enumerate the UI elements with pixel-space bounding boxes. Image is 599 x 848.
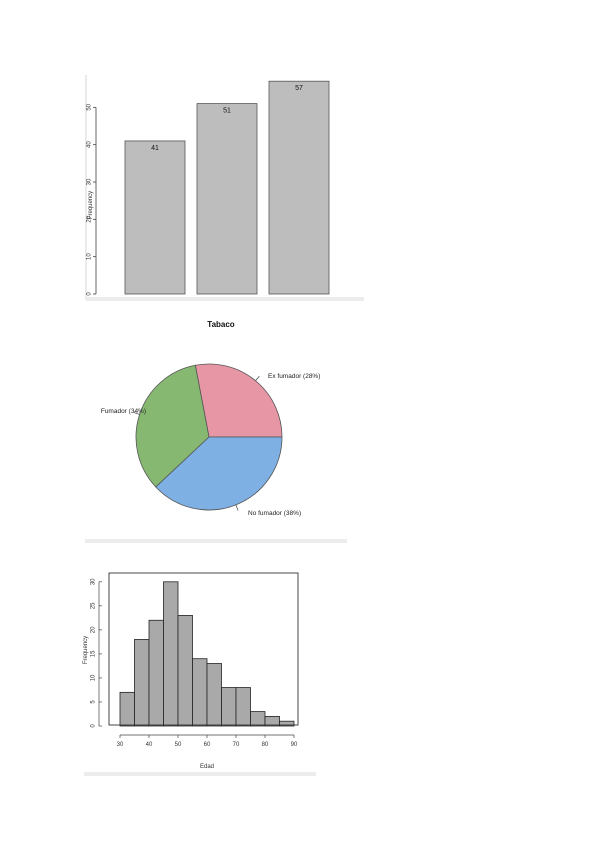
histogram-bar (177, 615, 193, 727)
y-tick-label: 10 (87, 253, 93, 260)
y-tick-label: 20 (91, 626, 97, 633)
panel-bottom-shadow (86, 297, 364, 301)
histogram-bar (192, 658, 208, 727)
pie-slice (155, 436, 283, 511)
x-tick-label: 60 (204, 742, 211, 748)
y-tick-label: 5 (91, 700, 97, 704)
x-tick-label: 40 (146, 742, 153, 748)
x-axis-title: Edad (200, 764, 214, 770)
y-axis-title: Frequency (83, 636, 89, 664)
pie-leader-line (133, 412, 140, 415)
pie-leader-line (255, 375, 260, 381)
y-tick-label: 10 (91, 674, 97, 681)
panel-bottom-shadow (85, 539, 347, 543)
y-tick-label: 0 (91, 724, 97, 728)
pie-label-no-fumador: No fumador (38%) (248, 510, 301, 517)
pie-leader-line (235, 504, 239, 511)
bar (196, 103, 258, 295)
bar (268, 80, 330, 295)
pie-chart-panel: Tabaco Ex fumador (28%) Fumador (34%) No fu… (85, 315, 350, 547)
y-tick-label: 15 (91, 650, 97, 657)
pie-chart: Tabaco Ex fumador (28%) Fumador (34%) No fu… (85, 320, 347, 543)
x-tick-label: 80 (262, 742, 269, 748)
x-tick-label: 50 (175, 742, 182, 748)
y-axis-title: Frequency (88, 191, 94, 219)
y-tick-label: 0 (87, 292, 93, 296)
histogram-chart: 30 40 50 60 70 80 90 Edad 0 5 10 15 20 25 30 Frequency (83, 572, 316, 776)
histogram-bar (279, 720, 295, 727)
x-tick-label: 90 (291, 742, 298, 748)
histogram-bar (148, 619, 164, 727)
histogram-bar (119, 691, 135, 727)
pie-label-ex-fumador: Ex fumador (28%) (268, 373, 320, 380)
y-tick-label: 40 (87, 141, 93, 148)
y-tick-label: 30 (91, 578, 97, 585)
histogram-bar (221, 687, 237, 727)
x-tick-label: 70 (233, 742, 240, 748)
bar-value-label: 41 (151, 145, 159, 152)
bar (124, 140, 186, 295)
histogram-bar (235, 687, 251, 727)
pie-title: Tabaco (207, 320, 235, 329)
histogram-panel: 30 40 50 60 70 80 90 Edad 0 5 10 15 20 25 30 Frequency (82, 565, 320, 780)
histogram-bar (250, 711, 266, 727)
histogram-bar (163, 581, 179, 727)
panel-bottom-shadow (84, 772, 316, 776)
pie-slice (194, 363, 283, 438)
y-tick-label: 50 (87, 103, 93, 110)
y-tick-label: 25 (91, 602, 97, 609)
bar-value-label: 57 (295, 85, 303, 92)
bar-chart: 0 10 20 30 40 50 Frequency 41 51 57 (85, 75, 364, 301)
y-tick-label: 20 (87, 215, 93, 222)
bar-chart-panel: 0 10 20 30 40 50 Frequency 41 51 57 (80, 65, 365, 310)
y-tick-label: 30 (87, 178, 93, 185)
bar-value-label: 51 (223, 108, 231, 115)
histogram-bar (134, 639, 150, 727)
x-tick-label: 30 (117, 742, 124, 748)
plot-frame (108, 572, 299, 726)
pie-label-fumador: Fumador (34%) (101, 408, 146, 415)
histogram-bar (206, 663, 222, 727)
